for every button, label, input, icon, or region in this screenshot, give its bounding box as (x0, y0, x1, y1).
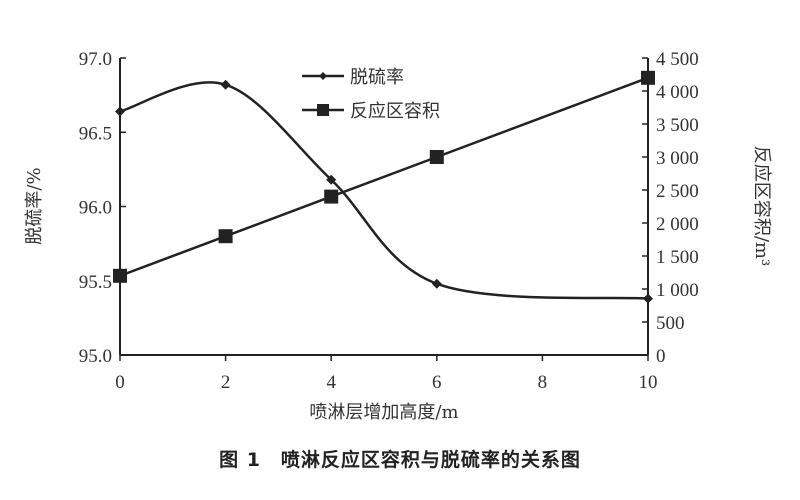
legend-label-volume: 反应区容积 (350, 101, 440, 122)
y2-axis-label: 反应区容积/m³ (751, 146, 772, 266)
reaction-volume-point (218, 229, 233, 244)
x-tick-label: 4 (326, 372, 336, 393)
x-tick-label: 6 (432, 372, 442, 393)
y2-tick-label: 3 000 (656, 148, 699, 169)
y2-tick-label: 4 000 (656, 82, 699, 103)
y2-tick-label: 1 500 (656, 247, 699, 268)
legend-marker-diamond (319, 72, 327, 80)
y-tick-label: 96.5 (79, 123, 112, 144)
figure-caption: 图 1 喷淋反应区容积与脱硫率的关系图 (219, 449, 581, 471)
y2-tick-label: 2 000 (656, 214, 699, 235)
x-tick-label: 10 (639, 372, 658, 393)
legend: 脱硫率 反应区容积 (302, 67, 440, 122)
x-axis-label: 喷淋层增加高度/m (309, 402, 458, 423)
desulfurization-rate-line (119, 81, 649, 300)
y2-tick-label: 3 500 (656, 115, 699, 136)
x-tick-label: 0 (115, 372, 125, 393)
reaction-volume-point (641, 70, 655, 85)
y2-tick-label: 4 500 (656, 49, 699, 70)
desulfurization-rate-point (643, 293, 653, 304)
y2-tick-label: 1 000 (656, 280, 699, 301)
desulfurization-rate-point (326, 174, 337, 185)
y2-tick-label: 0 (656, 346, 666, 367)
legend-marker-square (317, 104, 329, 116)
y2-tick-label: 500 (656, 313, 685, 334)
desulfurization-rate-point (220, 79, 231, 90)
desulfurization-rate-point (115, 106, 125, 117)
reaction-volume-point (324, 189, 339, 204)
y-tick-label: 95.0 (79, 346, 112, 367)
x-tick-label: 8 (538, 372, 548, 393)
y-tick-label: 97.0 (79, 49, 112, 70)
y-tick-label: 95.5 (79, 272, 112, 293)
reaction-volume-point (429, 150, 444, 164)
reaction-volume-point (113, 268, 127, 283)
y-tick-label: 96.0 (79, 198, 112, 219)
x-tick-label: 2 (221, 372, 231, 393)
y2-tick-label: 2 500 (656, 181, 699, 202)
y-axis-label: 脱硫率/% (24, 167, 45, 244)
legend-label-desulfurization: 脱硫率 (350, 67, 404, 88)
desulfurization-rate-point (431, 278, 442, 289)
